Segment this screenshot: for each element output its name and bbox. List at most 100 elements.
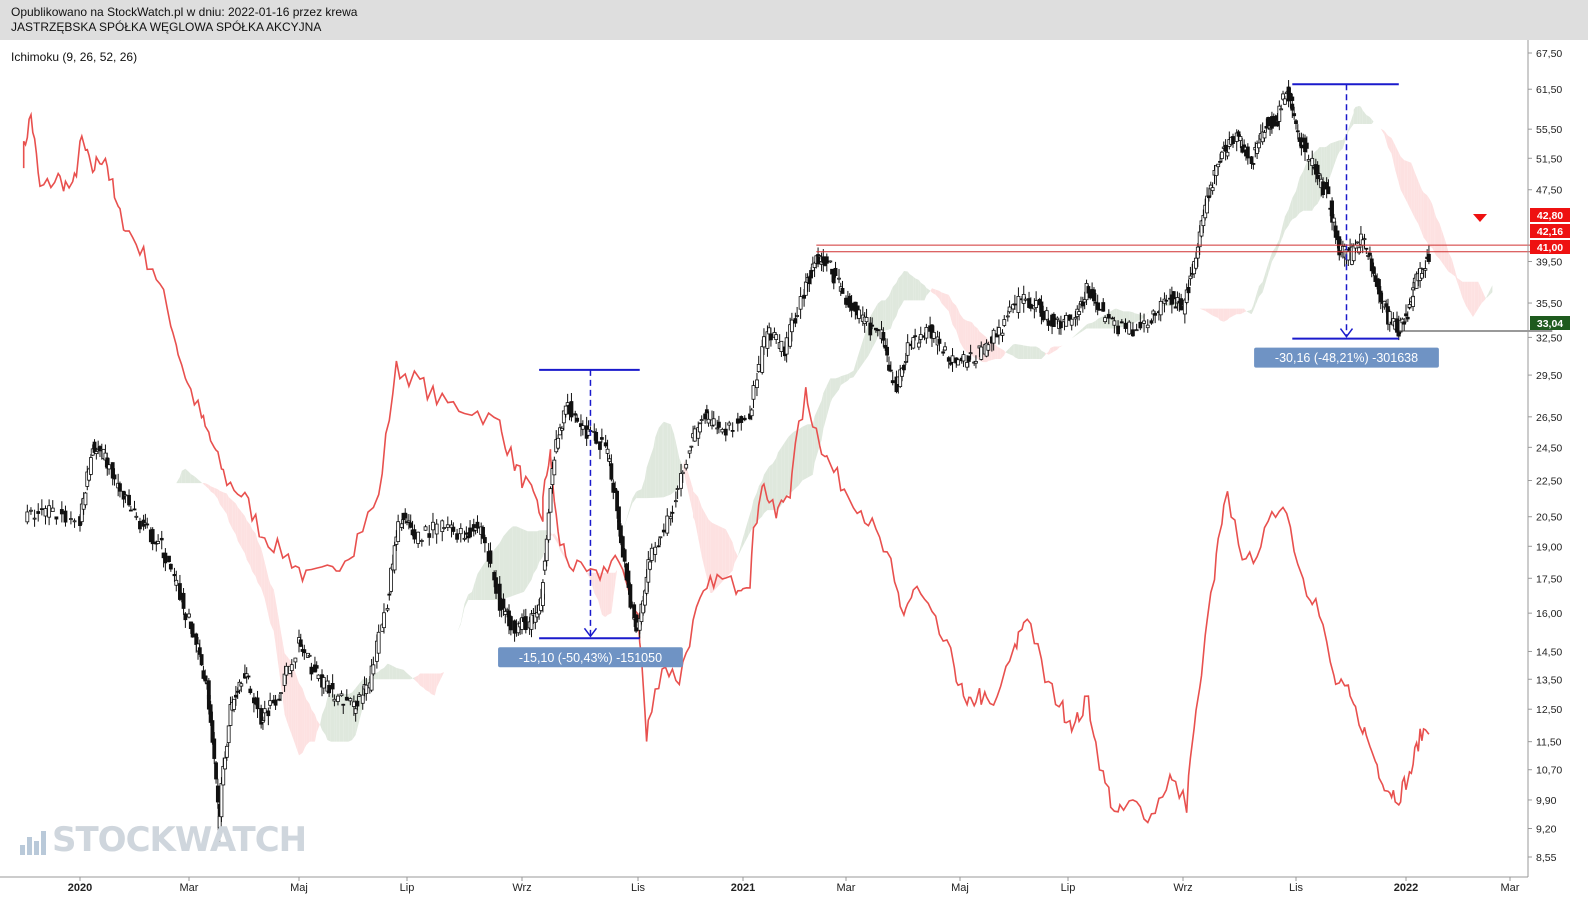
cloud-segment bbox=[1071, 334, 1076, 339]
candle-body bbox=[1402, 321, 1407, 325]
cloud-segment bbox=[662, 421, 664, 498]
price-badge-label: 41,00 bbox=[1537, 242, 1563, 254]
cloud-segment bbox=[273, 589, 276, 645]
cloud-segment bbox=[1041, 350, 1045, 359]
cloud-segment bbox=[1428, 198, 1431, 247]
cloud-segment bbox=[741, 531, 745, 550]
cloud-segment bbox=[1457, 277, 1459, 287]
cloud-segment bbox=[952, 302, 957, 331]
cloud-segment bbox=[1082, 324, 1087, 331]
cloud-segment bbox=[309, 704, 312, 742]
cloud-segment bbox=[694, 493, 697, 530]
candle-body bbox=[1077, 311, 1082, 315]
y-tick-label: 61,50 bbox=[1536, 84, 1562, 96]
candle-body bbox=[946, 357, 951, 362]
candle-body bbox=[789, 319, 794, 333]
cloud-segment bbox=[1251, 304, 1254, 315]
cloud-segment bbox=[343, 693, 346, 742]
candle-body bbox=[615, 490, 619, 512]
ichimoku-cloud bbox=[89, 105, 1493, 756]
cloud-segment bbox=[1359, 105, 1361, 124]
cloud-segment bbox=[194, 476, 199, 484]
candle-body bbox=[762, 336, 766, 348]
candle-body bbox=[1069, 318, 1074, 326]
cloud-segment bbox=[748, 508, 752, 536]
cloud-segment bbox=[1066, 340, 1068, 344]
x-tick-label: Maj bbox=[290, 882, 308, 894]
cloud-segment bbox=[481, 562, 485, 601]
cloud-segment bbox=[1483, 293, 1486, 302]
candle-body bbox=[609, 463, 614, 480]
cloud-segment bbox=[389, 664, 393, 680]
cloud-segment bbox=[457, 622, 461, 633]
candle-body bbox=[823, 263, 827, 266]
cloud-segment bbox=[1245, 310, 1250, 314]
candle-body bbox=[458, 528, 463, 535]
candle-body bbox=[262, 708, 267, 714]
cloud-segment bbox=[396, 667, 400, 680]
price-badge bbox=[1530, 208, 1570, 222]
candle-body bbox=[824, 256, 829, 264]
y-tick-label: 17,50 bbox=[1536, 573, 1562, 585]
measure-arrow-icon bbox=[1339, 328, 1354, 338]
cloud-segment bbox=[644, 467, 647, 499]
cloud-segment bbox=[1068, 338, 1072, 341]
candle-body bbox=[1419, 273, 1424, 279]
cloud-segment bbox=[1404, 160, 1406, 201]
candle-body bbox=[699, 419, 704, 421]
candle-body bbox=[1112, 320, 1117, 326]
cloud-segment bbox=[857, 346, 861, 372]
indicator-label[interactable]: Ichimoku (9, 26, 52, 26) bbox=[11, 50, 138, 64]
cloud-segment bbox=[1030, 346, 1033, 359]
cloud-segment bbox=[812, 416, 815, 475]
cloud-segment bbox=[1242, 308, 1245, 314]
cloud-segment bbox=[1458, 279, 1461, 293]
cloud-segment bbox=[1145, 312, 1148, 316]
candle-body bbox=[451, 526, 456, 532]
y-tick-label: 13,50 bbox=[1536, 674, 1562, 686]
cloud-segment bbox=[277, 610, 280, 672]
candle-body bbox=[622, 549, 627, 562]
candle-body bbox=[396, 521, 401, 542]
cloud-segment bbox=[241, 511, 245, 554]
cloud-segment bbox=[425, 673, 430, 692]
candle-body bbox=[1306, 159, 1311, 162]
cloud-segment bbox=[449, 650, 454, 658]
cloud-segment bbox=[1369, 117, 1372, 124]
candle-body bbox=[178, 583, 182, 600]
y-tick-label: 16,00 bbox=[1536, 608, 1562, 620]
candle-body bbox=[1007, 306, 1012, 313]
candle-body bbox=[434, 523, 439, 535]
candle-body bbox=[1059, 321, 1063, 329]
candle-body bbox=[1310, 157, 1315, 166]
candle-body bbox=[1257, 142, 1261, 149]
candle-body bbox=[1106, 314, 1111, 319]
cloud-segment bbox=[423, 673, 426, 690]
candle-body bbox=[357, 694, 362, 697]
x-tick-label: Mar bbox=[1501, 882, 1520, 894]
candle-body bbox=[1207, 195, 1211, 199]
cloud-segment bbox=[520, 527, 524, 594]
cloud-segment bbox=[835, 377, 840, 395]
cloud-segment bbox=[615, 569, 618, 584]
cloud-segment bbox=[1455, 271, 1458, 282]
cloud-segment bbox=[1253, 298, 1256, 311]
candle-body bbox=[798, 296, 803, 310]
cloud-segment bbox=[1266, 263, 1269, 280]
cloud-segment bbox=[223, 492, 227, 515]
candle-body bbox=[248, 688, 253, 694]
cloud-segment bbox=[1391, 138, 1394, 162]
cloud-segment bbox=[201, 482, 206, 486]
candle-body bbox=[817, 255, 822, 258]
candle-body bbox=[1315, 164, 1320, 180]
candle-body bbox=[327, 685, 331, 694]
candle-body bbox=[1292, 113, 1297, 117]
candle-body bbox=[43, 508, 48, 517]
cloud-segment bbox=[512, 526, 517, 596]
cloud-segment bbox=[1464, 281, 1466, 306]
cloud-segment bbox=[991, 342, 996, 360]
candle-body bbox=[779, 340, 784, 352]
candle-body bbox=[680, 471, 685, 475]
candle-body bbox=[1041, 310, 1046, 321]
